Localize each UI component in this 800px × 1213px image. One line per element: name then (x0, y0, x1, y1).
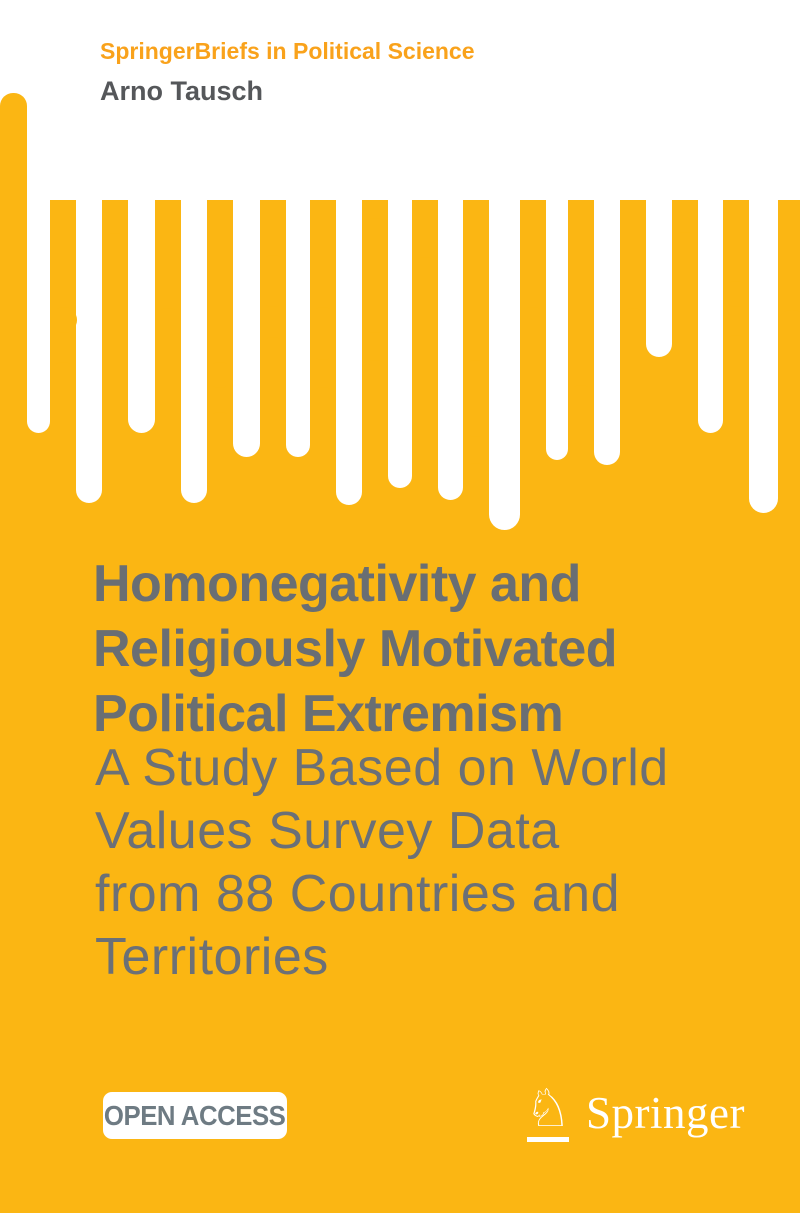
waveform-artwork (0, 0, 800, 545)
series-title: SpringerBriefs in Political Science (100, 38, 475, 64)
header-band: SpringerBriefs in Political Science Arno… (0, 0, 800, 106)
springer-logo: ♘ Springer (522, 1078, 745, 1148)
author-name: Arno Tausch (100, 76, 264, 106)
book-subtitle: A Study Based on World Values Survey Dat… (95, 737, 669, 989)
open-access-badge: OPEN ACCESS (103, 1092, 287, 1139)
springer-horse-icon: ♘ (522, 1083, 574, 1142)
subtitle-line: from 88 Countries and (95, 865, 620, 923)
subtitle-line: Territories (95, 928, 329, 986)
wave-yellow-bars (0, 93, 800, 545)
subtitle-line: A Study Based on World (95, 739, 669, 797)
title-line: Religiously Motivated (93, 620, 618, 678)
publisher-name: Springer (586, 1088, 745, 1138)
wave-floating-shapes (51, 218, 749, 437)
subtitle-line: Values Survey Data (95, 802, 560, 860)
logo-base-bar (527, 1137, 569, 1142)
title-line: Homonegativity and (93, 555, 581, 613)
wave-white-gaps (27, 0, 778, 530)
open-access-label: OPEN ACCESS (104, 1099, 286, 1131)
book-title: Homonegativity and Religiously Motivated… (93, 552, 618, 747)
title-line: Political Extremism (93, 685, 564, 743)
